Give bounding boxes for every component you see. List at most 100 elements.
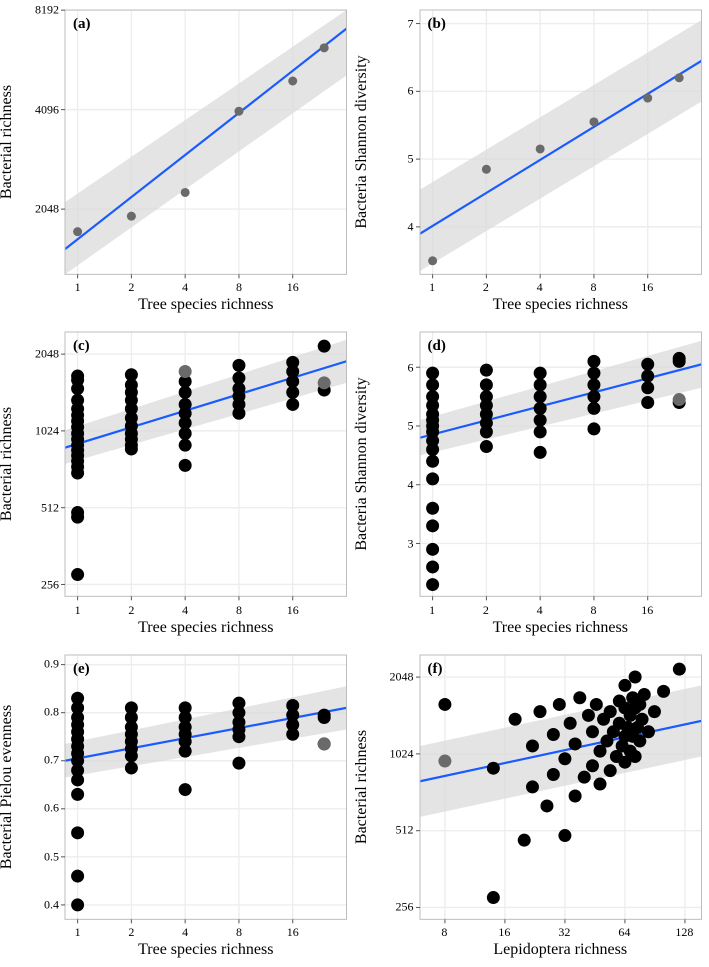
y-axis-title: Bacterial richness [0,85,16,199]
x-tick-label: 1 [429,603,435,618]
data-point [426,473,439,486]
data-point [71,394,84,407]
data-point [603,764,616,777]
data-point [71,869,84,882]
x-tick-label: 8 [441,925,447,940]
y-tick-label: 2048 [390,669,414,684]
data-point [577,770,590,783]
panel-label: (f) [428,661,443,678]
x-axis-title: Lepidoptera richness [493,941,627,959]
y-axis-title: Bacterial richness [353,730,371,844]
data-point [533,705,546,718]
data-point [479,390,492,403]
data-point [637,688,650,701]
data-point [232,696,245,709]
y-tick-label: 0.7 [44,753,59,768]
data-point [318,708,331,721]
data-point [525,780,538,793]
data-point [232,756,245,769]
panel-f: 816326412825651210242048Bacterial richne… [355,645,709,967]
x-tick-label: 4 [182,925,188,940]
data-point [288,76,297,85]
x-tick-label: 128 [675,925,693,940]
data-point [533,446,546,459]
x-axis-title: Tree species richness [493,296,628,314]
data-point [587,367,600,380]
data-point [563,716,576,729]
y-tick-label: 512 [41,501,59,516]
data-point [125,369,138,382]
panel-label: (d) [428,338,446,355]
y-tick-label: 8192 [35,3,59,18]
panel-svg [0,322,355,644]
data-point [320,43,329,52]
data-point [438,754,451,767]
x-tick-label: 16 [641,280,653,295]
y-tick-label: 7 [408,16,414,31]
x-tick-label: 2 [483,280,489,295]
x-tick-label: 8 [236,280,242,295]
y-tick-label: 512 [396,823,414,838]
data-point [481,165,490,174]
x-tick-label: 16 [641,603,653,618]
data-point [628,750,641,763]
data-point [558,829,571,842]
data-point [486,891,499,904]
y-tick-label: 0.5 [44,849,59,864]
y-axis-title: Bacterial Pielou evenness [0,705,16,869]
data-point [125,701,138,714]
y-tick-label: 4 [408,219,414,234]
x-tick-label: 1 [75,603,81,618]
data-point [438,698,451,711]
data-point [286,356,299,369]
panel-label: (b) [428,16,446,33]
data-point [641,725,654,738]
data-point [672,352,685,365]
figure-grid: 124816204840968192Bacterial richnessTree… [0,0,709,967]
data-point [179,701,192,714]
data-point [232,372,245,385]
panel-svg [0,0,355,322]
data-point [647,705,660,718]
data-point [587,423,600,436]
data-point [426,543,439,556]
y-tick-label: 5 [408,419,414,434]
data-point [568,789,581,802]
data-point [552,698,565,711]
data-point [603,705,616,718]
data-point [479,379,492,392]
x-tick-label: 16 [287,603,299,618]
data-point [426,520,439,533]
y-tick-label: 1024 [35,424,59,439]
x-tick-label: 2 [128,603,134,618]
x-tick-label: 2 [483,603,489,618]
data-point [127,212,136,221]
y-axis-title: Bacteria Shannon diversity [353,56,371,229]
data-point [641,396,654,409]
data-point [587,402,600,415]
y-tick-label: 1024 [390,746,414,761]
y-tick-label: 6 [408,84,414,99]
data-point [587,379,600,392]
panel-d: 1248163456Bacteria Shannon diversityTree… [355,322,709,644]
data-point [181,188,190,197]
y-tick-label: 0.9 [44,657,59,672]
x-tick-label: 8 [590,603,596,618]
data-point [618,679,631,692]
data-point [628,670,641,683]
data-point [517,833,530,846]
data-point [533,367,546,380]
x-tick-label: 1 [429,280,435,295]
data-point [533,414,546,427]
data-point [533,390,546,403]
data-point [286,398,299,411]
data-point [672,662,685,675]
x-axis-title: Tree species richness [138,941,273,959]
data-point [635,712,648,725]
data-point [581,709,594,722]
data-point [546,728,559,741]
x-axis-title: Tree species richness [493,619,628,637]
x-tick-label: 2 [128,925,134,940]
panel-e: 1248160.40.50.60.70.80.9Bacterial Pielou… [0,645,355,967]
panel-a: 124816204840968192Bacterial richnessTree… [0,0,355,322]
